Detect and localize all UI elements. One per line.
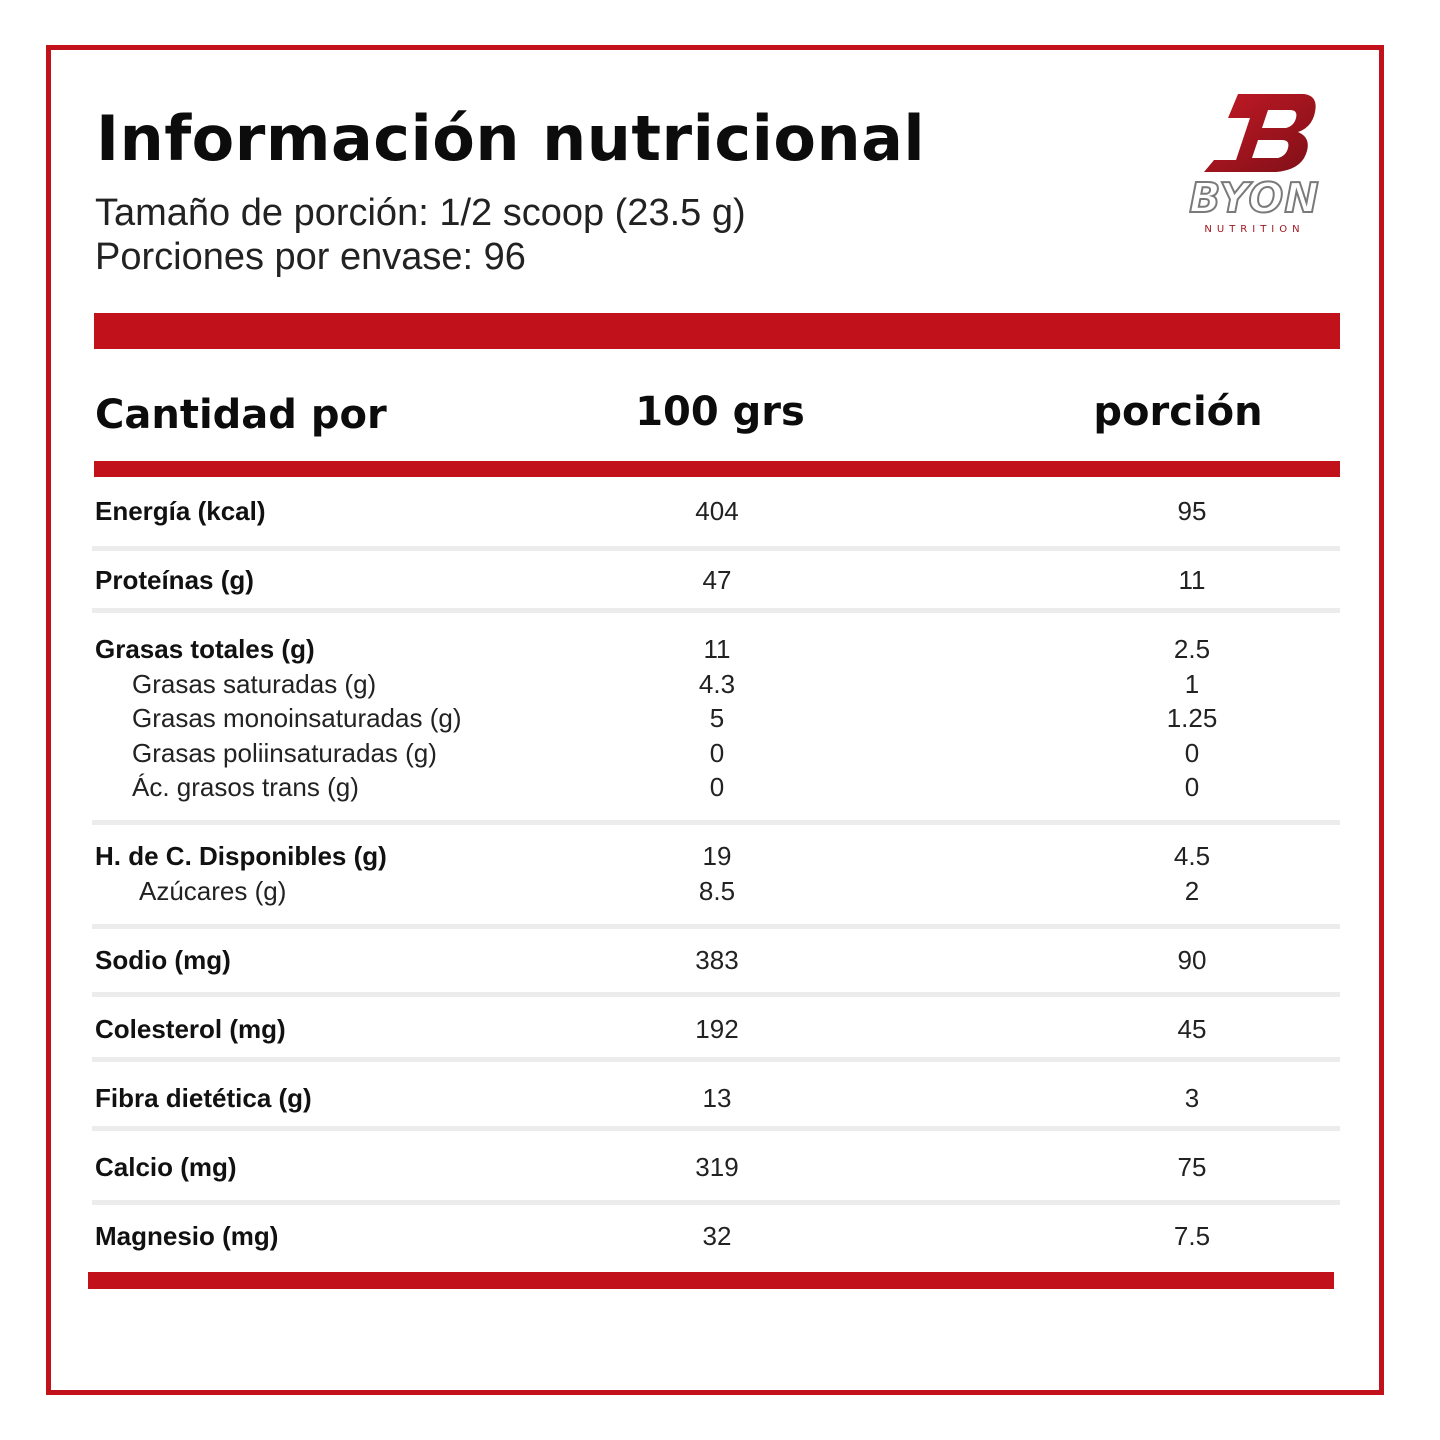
column-header-per-serving: porción bbox=[1093, 389, 1263, 435]
value-per-100: 47 bbox=[702, 565, 732, 595]
nutrient-sublabel: Azúcares (g) bbox=[139, 876, 287, 906]
value-per-serving: 7.5 bbox=[1173, 1221, 1211, 1251]
value-per-100: 4.3 bbox=[698, 669, 736, 699]
value-per-100: 32 bbox=[702, 1221, 732, 1251]
value-per-serving: 2 bbox=[1184, 876, 1200, 906]
nutrient-label: Grasas totales (g) bbox=[95, 634, 315, 664]
nutrient-label: Sodio (mg) bbox=[95, 945, 231, 975]
brand-tagline: NUTRITION bbox=[1204, 224, 1305, 235]
value-per-100: 0 bbox=[709, 772, 725, 802]
column-header-per-100: 100 grs bbox=[635, 389, 805, 435]
top-divider-bar bbox=[94, 313, 1340, 349]
value-per-serving: 45 bbox=[1177, 1014, 1207, 1044]
value-per-100: 0 bbox=[709, 738, 725, 768]
bottom-divider-bar bbox=[88, 1272, 1334, 1289]
row-separator bbox=[92, 1126, 1340, 1131]
nutrient-label: Fibra dietética (g) bbox=[95, 1083, 312, 1113]
nutrient-sublabel: Grasas saturadas (g) bbox=[132, 669, 377, 699]
header-divider-bar bbox=[94, 461, 1340, 477]
nutrient-sublabel: Grasas monoinsaturadas (g) bbox=[132, 703, 462, 733]
row-separator bbox=[92, 924, 1340, 929]
value-per-100: 404 bbox=[695, 496, 739, 526]
nutrient-label: H. de C. Disponibles (g) bbox=[95, 841, 387, 871]
page-title: Información nutricional bbox=[96, 102, 926, 175]
value-per-100: 8.5 bbox=[698, 876, 736, 906]
nutrient-label: Magnesio (mg) bbox=[95, 1221, 279, 1251]
value-per-serving: 75 bbox=[1177, 1152, 1207, 1182]
value-per-serving: 1 bbox=[1184, 669, 1200, 699]
nutrient-sublabel: Grasas poliinsaturadas (g) bbox=[132, 738, 437, 768]
value-per-serving: 4.5 bbox=[1173, 841, 1211, 871]
brand-b-mark-icon bbox=[1204, 94, 1316, 172]
value-per-serving: 0 bbox=[1184, 772, 1200, 802]
nutrient-sublabel: Ác. grasos trans (g) bbox=[132, 772, 359, 802]
value-per-100: 19 bbox=[702, 841, 732, 871]
column-header-label: Cantidad por bbox=[95, 392, 387, 438]
brand-logo: BYON NUTRITION bbox=[1172, 88, 1337, 243]
label-frame bbox=[46, 45, 1384, 1395]
nutrient-label: Energía (kcal) bbox=[95, 496, 266, 526]
row-separator bbox=[92, 1057, 1340, 1062]
value-per-100: 5 bbox=[709, 703, 725, 733]
servings-per-container: Porciones por envase: 96 bbox=[95, 236, 526, 278]
nutrient-label: Calcio (mg) bbox=[95, 1152, 237, 1182]
value-per-serving: 0 bbox=[1184, 738, 1200, 768]
value-per-100: 383 bbox=[695, 945, 739, 975]
value-per-serving: 2.5 bbox=[1173, 634, 1211, 664]
value-per-serving: 11 bbox=[1178, 565, 1206, 595]
row-separator bbox=[92, 608, 1340, 613]
value-per-100: 319 bbox=[695, 1152, 739, 1182]
brand-name: BYON bbox=[1188, 174, 1320, 222]
value-per-serving: 95 bbox=[1177, 496, 1207, 526]
value-per-serving: 1.25 bbox=[1166, 703, 1218, 733]
value-per-100: 11 bbox=[703, 634, 731, 664]
value-per-100: 192 bbox=[695, 1014, 739, 1044]
row-separator bbox=[92, 820, 1340, 825]
row-separator bbox=[92, 1200, 1340, 1205]
row-separator bbox=[92, 546, 1340, 551]
value-per-100: 13 bbox=[702, 1083, 732, 1113]
nutrient-label: Colesterol (mg) bbox=[95, 1014, 286, 1044]
serving-size: Tamaño de porción: 1/2 scoop (23.5 g) bbox=[95, 192, 746, 234]
value-per-serving: 3 bbox=[1184, 1083, 1200, 1113]
row-separator bbox=[92, 992, 1340, 997]
value-per-serving: 90 bbox=[1177, 945, 1207, 975]
nutrient-label: Proteínas (g) bbox=[95, 565, 254, 595]
